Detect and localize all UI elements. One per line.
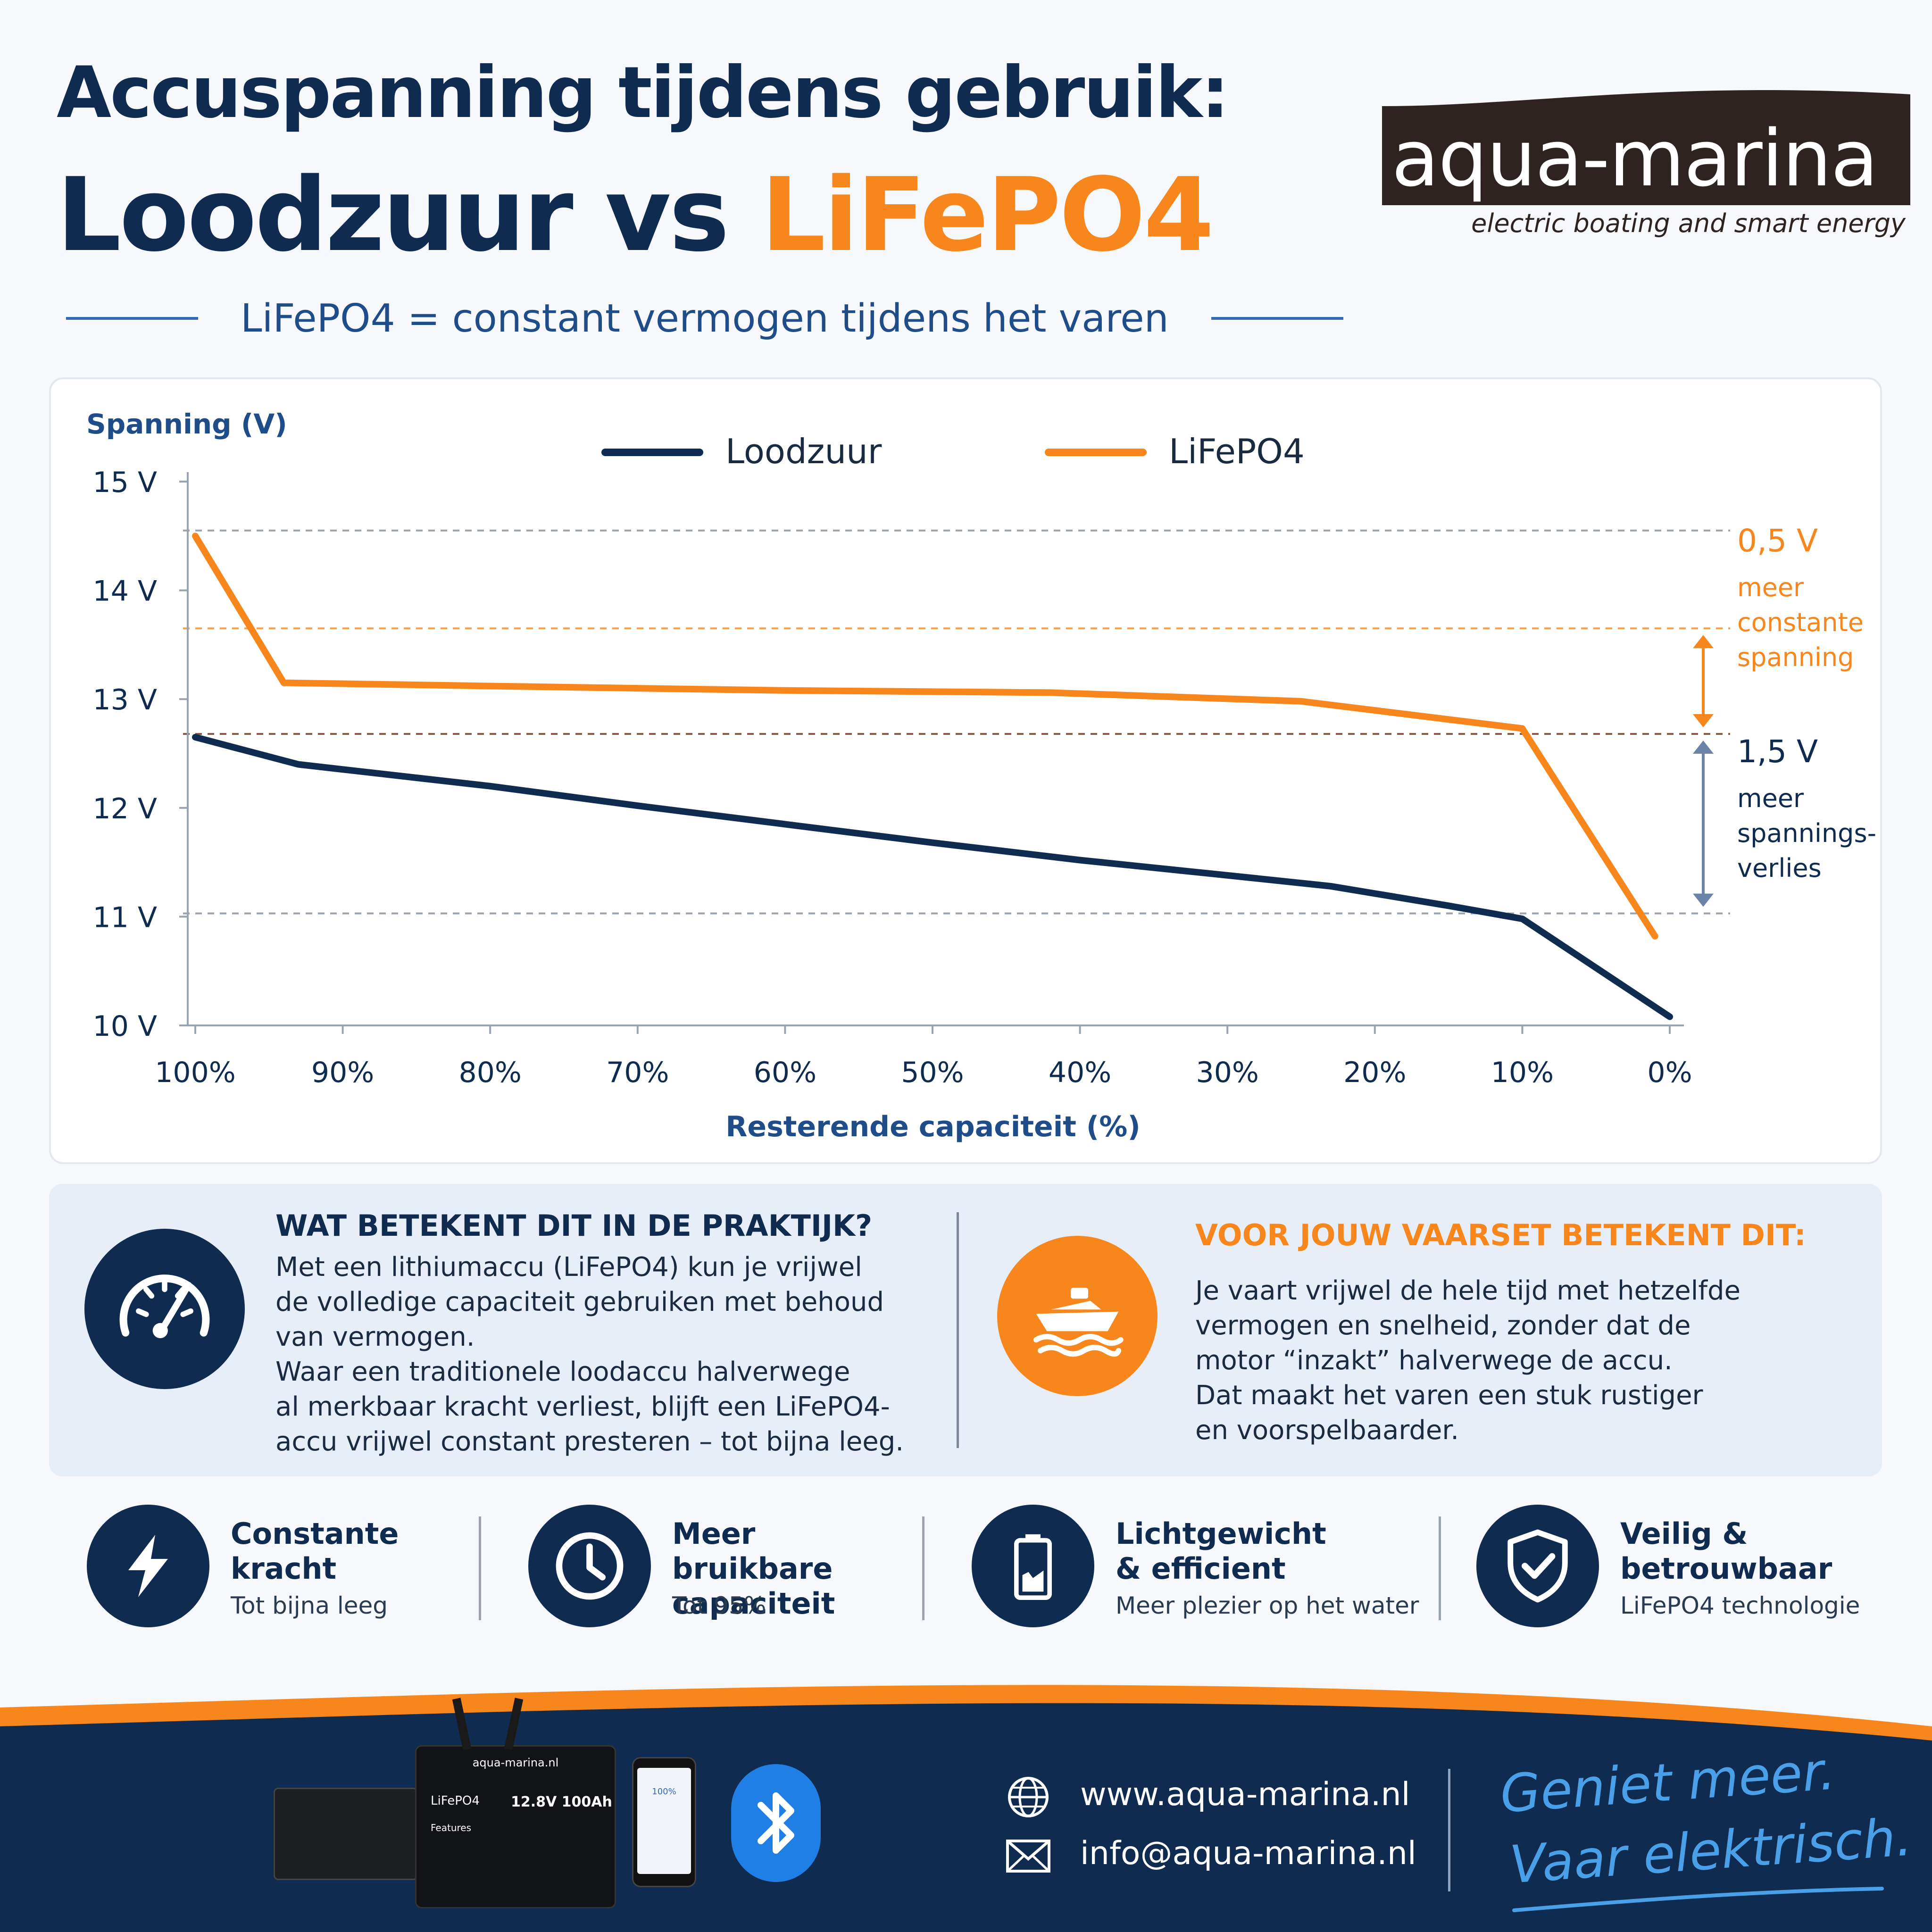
x-tick-label: 100% bbox=[155, 1056, 236, 1089]
title-part-2: LiFePO4 bbox=[761, 156, 1214, 274]
x-tick-label: 50% bbox=[901, 1056, 964, 1089]
feature-subtitle: Meer plezier op het water bbox=[1116, 1592, 1419, 1619]
phone-percent: 100% bbox=[652, 1787, 676, 1797]
annotation-text-1: verlies bbox=[1737, 853, 1822, 883]
info-right-text: Je vaart vrijwel de hele tijd met hetzel… bbox=[1195, 1275, 1740, 1446]
x-tick-label: 0% bbox=[1647, 1056, 1692, 1089]
y-tick-label: 10 V bbox=[93, 1010, 157, 1043]
annotation-text-0: spanning bbox=[1737, 642, 1854, 672]
legend-label-0: Loodzuur bbox=[725, 432, 882, 471]
battery-spec: 12.8V 100Ah bbox=[511, 1794, 612, 1810]
series-line-0 bbox=[192, 733, 1673, 1020]
feature-title: Lichtgewicht & efficient bbox=[1116, 1516, 1326, 1586]
feature-subtitle: Tot bijna leeg bbox=[231, 1592, 388, 1619]
subtitle-row: LiFePO4 = constant vermogen tijdens het … bbox=[66, 292, 1343, 344]
feature-subtitle: LiFePO4 technologie bbox=[1620, 1592, 1860, 1619]
logo-bar bbox=[1382, 106, 1910, 205]
info-left-text: Met een lithiumaccu (LiFePO4) kun je vri… bbox=[275, 1252, 904, 1457]
shield-check-icon bbox=[1476, 1505, 1599, 1627]
subtitle-line-right bbox=[1211, 317, 1343, 320]
annotation-text-1: meer bbox=[1737, 783, 1804, 813]
subtitle-line-left bbox=[66, 317, 198, 320]
feature-divider bbox=[922, 1516, 924, 1620]
feature-subtitle: Tot 95% bbox=[672, 1592, 766, 1619]
info-right-heading: VOOR JOUW VAARSET BETEKENT DIT: bbox=[1195, 1218, 1806, 1252]
x-tick-label: 20% bbox=[1343, 1056, 1406, 1089]
annotation-value-1: 1,5 V bbox=[1737, 733, 1818, 770]
title-line-2: Loodzuur vs LiFePO4 bbox=[57, 156, 1214, 274]
battery-type: LiFePO4 bbox=[431, 1794, 480, 1808]
info-left-heading: WAT BETEKENT DIT IN DE PRAKTIJK? bbox=[275, 1208, 873, 1243]
clock-icon bbox=[528, 1505, 651, 1627]
feature-divider bbox=[1439, 1516, 1441, 1620]
x-tick-label: 30% bbox=[1196, 1056, 1259, 1089]
lightning-icon bbox=[87, 1505, 209, 1627]
info-divider bbox=[957, 1212, 959, 1448]
speedometer-icon bbox=[84, 1229, 245, 1389]
mail-icon bbox=[1005, 1837, 1052, 1875]
charger-image bbox=[274, 1788, 418, 1880]
y-tick-label: 15 V bbox=[93, 466, 157, 499]
annotation-text-0: meer bbox=[1737, 573, 1804, 602]
series-line-1 bbox=[192, 533, 1658, 940]
x-tick-label: 80% bbox=[459, 1056, 522, 1089]
legend-label-1: LiFePO4 bbox=[1169, 432, 1305, 471]
y-tick-label: 12 V bbox=[93, 792, 157, 825]
annotation-arrowhead-top-1 bbox=[1693, 740, 1714, 754]
chart-card: 10 V 11 V 12 V 13 V 14 V 15 V 100% 90% 80% 70% 60%… bbox=[49, 377, 1882, 1164]
logo-tagline: electric boating and smart energy bbox=[1471, 208, 1906, 238]
x-tick-label: 60% bbox=[754, 1056, 816, 1089]
info-panel: WAT BETEKENT DIT IN DE PRAKTIJK? Met een… bbox=[49, 1184, 1882, 1476]
feature-meer-capaciteit: Meer bruikbare capaciteit Tot 95% bbox=[528, 1500, 920, 1641]
footer-divider bbox=[1448, 1769, 1450, 1891]
y-axis-label: Spanning (V) bbox=[86, 408, 287, 440]
x-axis-label: Resterende capaciteit (%) bbox=[725, 1110, 1141, 1143]
x-tick-label: 40% bbox=[1049, 1056, 1111, 1089]
feature-lichtgewicht: Lichtgewicht & efficient Meer plezier op… bbox=[972, 1500, 1424, 1641]
feature-title: Constante kracht bbox=[231, 1516, 399, 1586]
annotation-arrowhead-top-0 bbox=[1693, 635, 1714, 649]
y-tick-label: 14 V bbox=[93, 575, 157, 608]
email-link[interactable]: info@aqua-marina.nl bbox=[1080, 1835, 1416, 1872]
annotation-text-0: constante bbox=[1737, 608, 1864, 637]
battery-features-label: Features bbox=[431, 1822, 471, 1833]
title-part-1: Loodzuur vs bbox=[57, 156, 761, 274]
slogan-underline bbox=[1512, 1887, 1884, 1912]
feature-divider bbox=[479, 1516, 481, 1620]
boat-icon bbox=[997, 1236, 1158, 1396]
title-line-1: Accuspanning tijdens gebruik: bbox=[57, 52, 1229, 134]
feature-constante-kracht: Constante kracht Tot bijna leeg bbox=[87, 1500, 474, 1641]
battery-image: aqua-marina.nl LiFePO4 12.8V 100Ah Featu… bbox=[415, 1745, 616, 1908]
x-tick-label: 70% bbox=[606, 1056, 669, 1089]
website-link[interactable]: www.aqua-marina.nl bbox=[1080, 1776, 1410, 1813]
annotation-text-1: spannings- bbox=[1737, 818, 1876, 848]
battery-brand: aqua-marina.nl bbox=[472, 1756, 559, 1769]
globe-icon bbox=[1005, 1774, 1052, 1821]
phone-screen: 100% bbox=[637, 1768, 691, 1874]
feature-title: Meer bruikbare capaciteit bbox=[672, 1516, 835, 1621]
bluetooth-icon bbox=[731, 1764, 821, 1882]
feature-title: Veilig & betrouwbaar bbox=[1620, 1516, 1832, 1586]
x-tick-label: 90% bbox=[311, 1056, 374, 1089]
feature-veilig: Veilig & betrouwbaar LiFePO4 technologie bbox=[1476, 1500, 1901, 1641]
y-tick-label: 13 V bbox=[93, 683, 157, 716]
annotation-arrowhead-bottom-0 bbox=[1693, 714, 1714, 727]
chart: 10 V 11 V 12 V 13 V 14 V 15 V 100% 90% 80% 70% 60%… bbox=[86, 408, 1876, 1143]
annotation-value-0: 0,5 V bbox=[1737, 523, 1818, 559]
y-tick-label: 11 V bbox=[93, 901, 157, 934]
phone-image: 100% bbox=[632, 1757, 696, 1887]
x-tick-label: 10% bbox=[1491, 1056, 1554, 1089]
annotation-arrowhead-bottom-1 bbox=[1693, 893, 1714, 907]
logo-text: aqua-marina bbox=[1391, 113, 1878, 204]
brand-logo: aqua-marina electric boating and smart e… bbox=[1382, 85, 1910, 245]
battery-icon bbox=[972, 1505, 1094, 1627]
footer: aqua-marina.nl LiFePO4 12.8V 100Ah Featu… bbox=[0, 1679, 1932, 1932]
subtitle: LiFePO4 = constant vermogen tijdens het … bbox=[241, 296, 1169, 341]
